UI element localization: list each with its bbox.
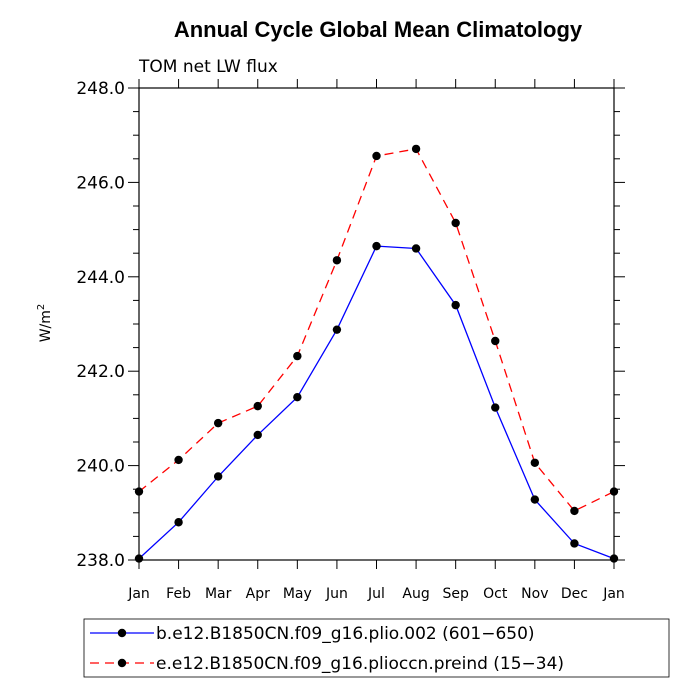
series-1-point [253, 430, 262, 440]
y-tick-label: 240.0 [76, 457, 125, 477]
legend-marker-series-2 [117, 658, 127, 668]
legend-frame [83, 618, 670, 678]
x-tick-label: Jun [325, 586, 348, 602]
series-1-point [174, 518, 183, 527]
legend-label-series-1: b.e12.B1850CN.f09_g16.plio.002 (601−650) [156, 624, 535, 644]
series-1-point [134, 554, 144, 563]
series-1-point [213, 472, 223, 481]
series-1-point [530, 495, 540, 504]
series-1-point [451, 300, 460, 310]
series-2-point [253, 401, 262, 411]
x-tick-label: Jan [602, 586, 625, 602]
x-tick-label: May [283, 586, 312, 602]
x-tick-label: Jul [367, 586, 385, 602]
x-tick-label: Aug [402, 586, 429, 602]
series-2-point [411, 144, 421, 154]
x-tick-label: Dec [561, 586, 588, 602]
series-1-point [293, 392, 302, 402]
chart-title: Annual Cycle Global Mean Climatology [174, 17, 583, 42]
x-tick-label: Oct [483, 586, 508, 602]
y-axis-label-superscript: 2 [36, 304, 47, 310]
series-lines [134, 144, 619, 563]
series-1-point [372, 241, 381, 251]
series-1-point [411, 244, 421, 253]
y-tick-labels: 238.0 240.0 242.0 244.0 246.0 248.0 [76, 79, 125, 571]
x-tick-label: Sep [442, 586, 469, 602]
series-2-point [332, 256, 342, 265]
series-line-1 [138, 245, 615, 560]
x-tick-labels: Jan Feb Mar Apr May Jun Jul Aug Sep Oct Nov Dec Jan [127, 586, 625, 602]
series-1-point [491, 403, 500, 412]
series-1-point [332, 325, 342, 334]
series-1-point [570, 539, 579, 548]
y-axis-label-text: W/m [38, 310, 54, 342]
x-tick-label: Feb [166, 586, 191, 602]
series-2-point [372, 151, 381, 161]
legend: b.e12.B1850CN.f09_g16.plio.002 (601−650)… [83, 618, 670, 678]
series-2-point [293, 351, 302, 361]
series-2-point [451, 218, 460, 228]
chart-subtitle: TOM net LW flux [138, 57, 278, 77]
series-2-point [213, 418, 223, 428]
x-tick-label: Mar [205, 586, 232, 602]
x-tick-label: Apr [246, 586, 270, 602]
series-2-point [491, 336, 500, 346]
y-tick-label: 246.0 [76, 173, 125, 193]
legend-label-series-2: e.e12.B1850CN.f09_g16.plioccn.preind (15… [156, 654, 564, 674]
x-tick-label: Nov [521, 586, 548, 602]
y-tick-label: 248.0 [76, 79, 125, 99]
tick-marks [128, 79, 625, 569]
y-tick-label: 238.0 [76, 551, 125, 571]
series-2-point [609, 487, 619, 496]
series-2-point [174, 455, 183, 465]
series-2-point [570, 506, 579, 516]
x-tick-label: Jan [127, 586, 150, 602]
y-axis-label: W/m2 [36, 304, 54, 343]
y-tick-label: 244.0 [76, 268, 125, 288]
series-2-point [134, 487, 144, 496]
series-2-point [530, 458, 540, 467]
svg-text:W/m2: W/m2 [36, 304, 54, 343]
series-1-point [609, 554, 619, 563]
y-tick-label: 242.0 [76, 362, 125, 382]
series-line-2 [138, 148, 615, 512]
legend-marker-series-1 [117, 628, 127, 638]
